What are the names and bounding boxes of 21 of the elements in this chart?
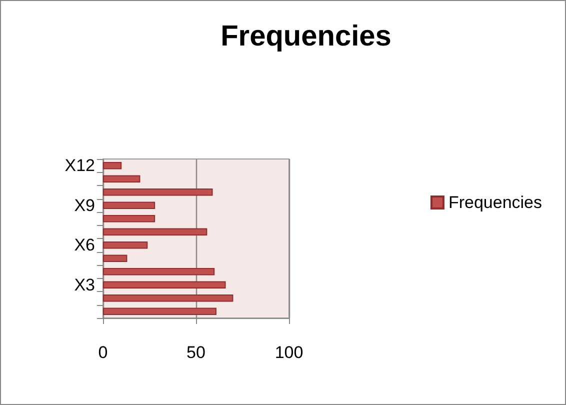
x-tick-label: 50 bbox=[186, 343, 206, 362]
bar bbox=[103, 188, 213, 196]
bar bbox=[103, 294, 234, 302]
bar bbox=[103, 268, 215, 276]
bar bbox=[103, 281, 226, 289]
y-tick-label: X6 bbox=[74, 236, 95, 255]
bar bbox=[103, 228, 208, 236]
bar bbox=[103, 308, 216, 316]
bar bbox=[103, 175, 140, 183]
legend-label: Frequencies bbox=[448, 193, 542, 212]
chart-title: Frequencies bbox=[220, 20, 392, 52]
x-tick-label: 100 bbox=[274, 343, 304, 362]
y-tick-label: X9 bbox=[74, 196, 95, 215]
y-tick-label: X3 bbox=[74, 275, 95, 294]
bar bbox=[103, 202, 156, 210]
x-tick-label: 0 bbox=[98, 343, 108, 362]
y-tick-label: X12 bbox=[64, 156, 95, 176]
bar bbox=[103, 162, 122, 170]
bar bbox=[103, 214, 156, 222]
bar bbox=[103, 241, 148, 249]
bar bbox=[103, 254, 128, 262]
